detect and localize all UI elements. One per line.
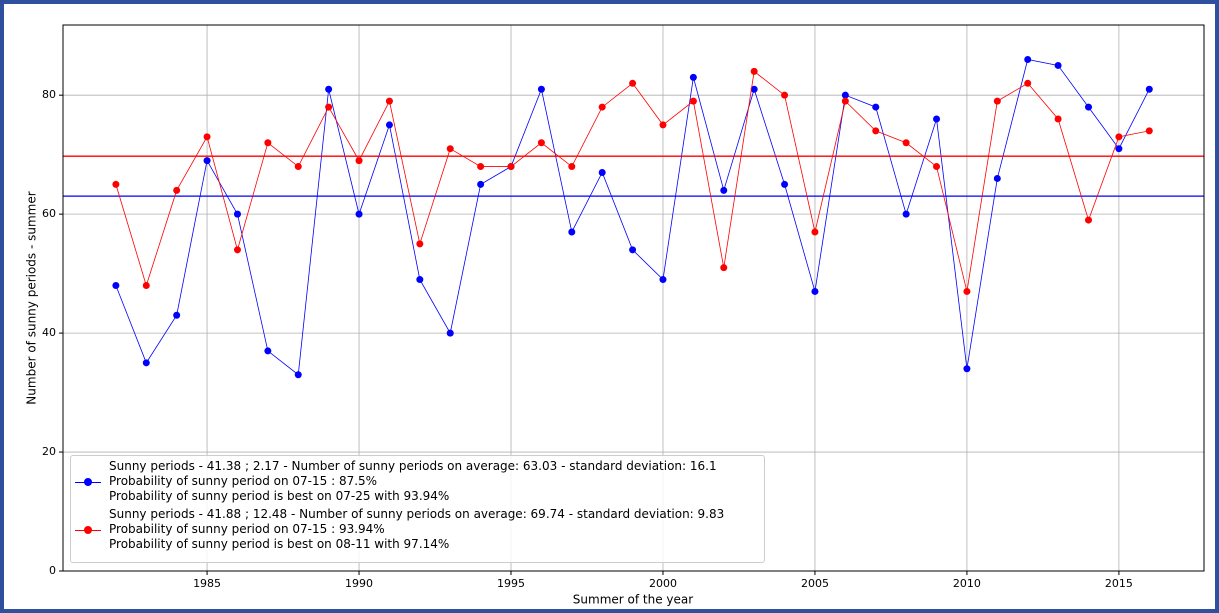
point xyxy=(294,163,302,171)
x-tick-label: 2010 xyxy=(953,577,981,590)
point xyxy=(629,246,637,254)
legend-label: Sunny periods - 41.38 ; 2.17 - Number of… xyxy=(109,459,717,503)
legend-key xyxy=(75,478,101,486)
legend-key xyxy=(75,526,101,534)
y-tick-label: 40 xyxy=(42,326,56,339)
point xyxy=(507,163,515,171)
y-tick-label: 20 xyxy=(42,445,56,458)
y-tick-label: 0 xyxy=(49,564,56,577)
point xyxy=(294,371,302,379)
point xyxy=(568,228,576,236)
point xyxy=(598,169,606,177)
point xyxy=(1054,115,1062,123)
point xyxy=(841,97,849,105)
point xyxy=(1024,55,1032,63)
point xyxy=(750,67,758,75)
legend: Sunny periods - 41.38 ; 2.17 - Number of… xyxy=(70,455,765,563)
point xyxy=(233,246,241,254)
x-tick-label: 2015 xyxy=(1105,577,1133,590)
point xyxy=(355,210,363,218)
point xyxy=(264,139,272,147)
point xyxy=(385,97,393,105)
point xyxy=(933,163,941,171)
point xyxy=(1115,145,1123,153)
x-tick-label: 2000 xyxy=(649,577,677,590)
point xyxy=(264,347,272,355)
point xyxy=(112,282,120,290)
series-line xyxy=(115,70,1150,292)
point xyxy=(993,97,1001,105)
point xyxy=(173,186,181,194)
point xyxy=(1085,103,1093,111)
point xyxy=(902,210,910,218)
point xyxy=(963,365,971,373)
legend-label: Sunny periods - 41.88 ; 12.48 - Number o… xyxy=(109,507,725,551)
point xyxy=(568,163,576,171)
point xyxy=(720,186,728,194)
point xyxy=(993,174,1001,182)
plot-frame xyxy=(62,24,1205,572)
legend-entry: Sunny periods - 41.38 ; 2.17 - Number of… xyxy=(71,459,764,504)
point xyxy=(203,157,211,165)
point xyxy=(537,139,545,147)
x-tick-label: 1990 xyxy=(345,577,373,590)
point xyxy=(750,85,758,93)
point xyxy=(689,73,697,81)
point xyxy=(446,145,454,153)
point xyxy=(629,79,637,87)
point xyxy=(142,359,150,367)
point xyxy=(416,240,424,248)
point xyxy=(233,210,241,218)
point xyxy=(537,85,545,93)
point xyxy=(112,180,120,188)
point xyxy=(1145,127,1153,135)
point xyxy=(841,91,849,99)
x-tick-label: 1985 xyxy=(193,577,221,590)
point xyxy=(325,85,333,93)
point xyxy=(1085,216,1093,224)
point xyxy=(872,127,880,135)
point xyxy=(811,228,819,236)
x-tick-label: 1995 xyxy=(497,577,525,590)
point xyxy=(781,91,789,99)
y-tick-label: 80 xyxy=(42,88,56,101)
series-line xyxy=(115,59,1150,376)
point xyxy=(933,115,941,123)
point xyxy=(355,157,363,165)
point xyxy=(1115,133,1123,141)
point xyxy=(659,121,667,129)
point xyxy=(811,287,819,295)
point xyxy=(1024,79,1032,87)
point xyxy=(416,276,424,284)
point xyxy=(598,103,606,111)
point xyxy=(902,139,910,147)
point xyxy=(1054,61,1062,69)
legend-entry: Sunny periods - 41.88 ; 12.48 - Number o… xyxy=(71,507,764,552)
point xyxy=(1145,85,1153,93)
y-tick-label: 60 xyxy=(42,207,56,220)
point xyxy=(659,276,667,284)
point xyxy=(385,121,393,129)
point xyxy=(325,103,333,111)
point xyxy=(963,287,971,295)
point xyxy=(203,133,211,141)
point xyxy=(689,97,697,105)
point xyxy=(477,163,485,171)
point xyxy=(446,329,454,337)
point xyxy=(781,180,789,188)
point xyxy=(477,180,485,188)
y-axis-label: Number of sunny periods - summer xyxy=(25,191,39,404)
point xyxy=(173,311,181,319)
x-tick-label: 2005 xyxy=(801,577,829,590)
point xyxy=(142,282,150,290)
point xyxy=(720,264,728,272)
x-axis-label: Summer of the year xyxy=(573,593,693,607)
point xyxy=(872,103,880,111)
